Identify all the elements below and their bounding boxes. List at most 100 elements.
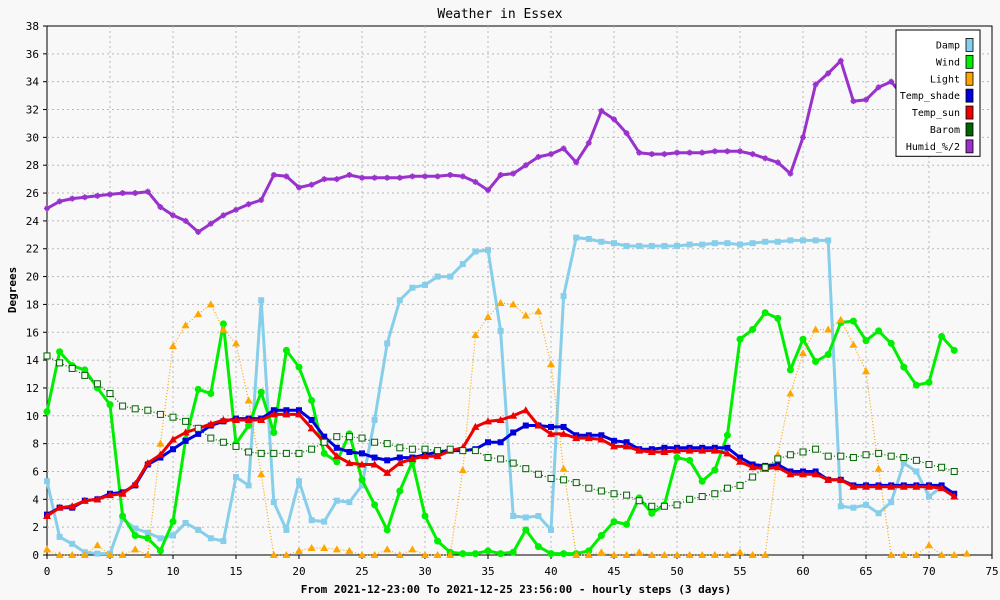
data-point bbox=[156, 547, 164, 555]
data-point bbox=[371, 438, 379, 446]
data-point bbox=[207, 535, 214, 542]
data-point bbox=[800, 134, 806, 141]
data-point bbox=[144, 406, 152, 414]
data-point bbox=[106, 390, 114, 398]
data-point bbox=[749, 151, 756, 158]
data-point bbox=[207, 390, 215, 398]
data-point bbox=[296, 478, 302, 485]
data-point bbox=[459, 173, 466, 180]
data-point bbox=[598, 432, 605, 439]
data-point bbox=[270, 449, 278, 457]
data-point bbox=[81, 366, 89, 374]
data-point bbox=[232, 339, 240, 347]
data-point bbox=[282, 449, 290, 457]
data-point bbox=[736, 335, 744, 343]
data-point bbox=[749, 473, 757, 481]
data-point bbox=[131, 405, 139, 413]
data-point bbox=[370, 551, 379, 558]
data-point bbox=[220, 538, 227, 545]
data-point bbox=[132, 525, 139, 532]
x-tick-label: 5 bbox=[107, 565, 114, 578]
data-point bbox=[359, 482, 365, 489]
legend-swatch bbox=[965, 139, 974, 154]
data-point bbox=[471, 331, 480, 339]
data-point bbox=[863, 501, 869, 508]
data-point bbox=[547, 474, 555, 482]
data-point bbox=[156, 439, 165, 447]
data-point bbox=[824, 325, 833, 333]
data-point bbox=[548, 526, 554, 533]
data-point bbox=[510, 429, 517, 436]
data-point bbox=[737, 148, 743, 155]
data-point bbox=[786, 366, 794, 374]
data-point bbox=[610, 518, 618, 526]
data-point bbox=[925, 378, 933, 386]
data-point bbox=[647, 551, 656, 558]
data-point bbox=[812, 445, 820, 453]
data-point bbox=[598, 238, 605, 245]
data-point bbox=[358, 551, 366, 558]
data-point bbox=[674, 242, 680, 249]
data-point bbox=[736, 481, 744, 489]
data-point bbox=[383, 468, 392, 476]
data-point bbox=[611, 437, 617, 444]
data-point bbox=[44, 205, 50, 212]
data-point bbox=[307, 424, 316, 432]
data-point bbox=[447, 171, 454, 178]
data-point bbox=[269, 551, 278, 558]
data-point bbox=[409, 284, 416, 291]
y-tick-label: 4 bbox=[32, 493, 39, 506]
data-point bbox=[560, 293, 567, 300]
y-tick-label: 24 bbox=[26, 215, 40, 228]
data-point bbox=[220, 212, 227, 219]
data-point bbox=[660, 502, 668, 510]
data-point bbox=[182, 417, 190, 425]
data-point bbox=[396, 444, 404, 452]
data-point bbox=[332, 545, 341, 553]
data-point bbox=[925, 461, 933, 469]
data-point bbox=[359, 174, 365, 181]
data-point bbox=[623, 242, 630, 249]
legend-swatch bbox=[965, 71, 974, 86]
data-point bbox=[711, 490, 719, 498]
data-point bbox=[724, 240, 731, 247]
data-point bbox=[899, 482, 908, 490]
data-point bbox=[598, 107, 605, 114]
data-point bbox=[510, 513, 517, 520]
data-point bbox=[875, 84, 882, 91]
y-tick-label: 36 bbox=[26, 48, 39, 61]
data-point bbox=[69, 540, 76, 547]
legend-label: Temp_sun bbox=[912, 108, 960, 119]
data-point bbox=[559, 429, 568, 437]
data-point bbox=[774, 159, 781, 166]
data-point bbox=[396, 454, 403, 461]
data-point bbox=[723, 551, 732, 558]
data-point bbox=[522, 422, 529, 429]
legend-label: Barom bbox=[930, 125, 960, 136]
data-point bbox=[321, 433, 328, 440]
data-point bbox=[926, 493, 932, 500]
data-point bbox=[584, 551, 593, 558]
data-point bbox=[395, 459, 404, 467]
y-tick-label: 14 bbox=[26, 354, 40, 367]
data-point bbox=[912, 482, 921, 490]
data-point bbox=[245, 448, 253, 456]
data-point bbox=[572, 479, 580, 487]
data-point bbox=[245, 482, 252, 489]
data-point bbox=[270, 407, 277, 414]
data-point bbox=[825, 237, 832, 244]
data-point bbox=[786, 451, 794, 459]
data-point bbox=[950, 551, 959, 558]
data-point bbox=[837, 503, 844, 510]
data-point bbox=[282, 346, 290, 354]
data-point bbox=[68, 502, 77, 510]
data-point bbox=[156, 410, 164, 418]
data-point bbox=[320, 438, 328, 446]
data-point bbox=[182, 217, 189, 224]
x-tick-label: 45 bbox=[607, 565, 620, 578]
data-point bbox=[875, 449, 883, 457]
data-point bbox=[219, 325, 228, 333]
data-point bbox=[850, 98, 857, 105]
data-point bbox=[573, 159, 580, 166]
data-point bbox=[636, 242, 643, 249]
